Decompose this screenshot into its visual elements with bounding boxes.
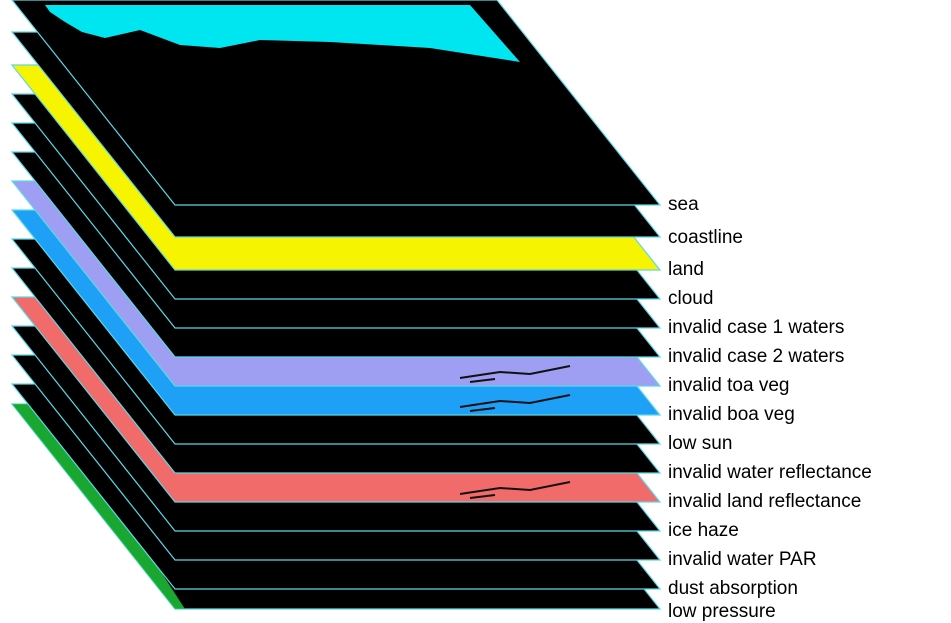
label-land: land xyxy=(668,259,704,280)
layer-sea xyxy=(11,0,662,206)
sea-region xyxy=(45,5,520,62)
label-invalid-water-par: invalid water PAR xyxy=(668,549,817,570)
label-low-pressure: low pressure xyxy=(668,601,776,622)
label-dust-absorption: dust absorption xyxy=(668,578,798,599)
speckle-mark xyxy=(459,481,571,499)
green-mask-region xyxy=(12,404,185,609)
label-ice-haze: ice haze xyxy=(668,520,739,541)
label-low-sun: low sun xyxy=(668,433,732,454)
label-invalid-boa-veg: invalid boa veg xyxy=(668,404,795,425)
label-sea: sea xyxy=(668,194,699,215)
speckle-mark xyxy=(459,365,571,383)
label-invalid-toa-veg: invalid toa veg xyxy=(668,375,789,396)
labels-group: sea coastline land cloud invalid case 1 wate… xyxy=(668,194,872,622)
label-cloud: cloud xyxy=(668,288,713,309)
label-invalid-water-reflectance: invalid water reflectance xyxy=(668,462,872,483)
speckle-mark xyxy=(459,394,571,412)
label-coastline: coastline xyxy=(668,227,743,248)
label-invalid-case-2-waters: invalid case 2 waters xyxy=(668,346,844,367)
layers-group xyxy=(10,0,662,610)
label-invalid-land-reflectance: invalid land reflectance xyxy=(668,491,861,512)
label-invalid-case-1-waters: invalid case 1 waters xyxy=(668,317,844,338)
